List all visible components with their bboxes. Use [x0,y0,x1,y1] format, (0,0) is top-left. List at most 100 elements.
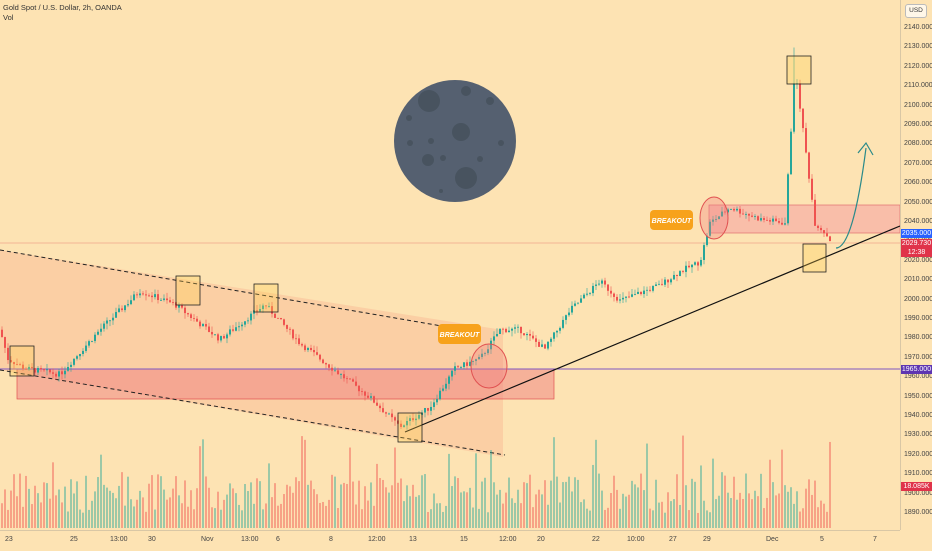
currency-button[interactable]: USD [905,4,927,18]
volume-bar [235,493,237,528]
candle-body [487,349,489,354]
volume-bar [559,502,561,528]
candle-body [472,360,474,362]
candle-body [481,353,483,357]
price-tick: 1930.000 [904,431,932,439]
candle-body [754,216,756,217]
candle-body [196,318,198,322]
volume-bar [286,484,288,528]
volume-bar [679,504,681,528]
volume-bar [508,477,510,528]
candle-body [766,219,768,221]
price-chart[interactable]: BREAKOUT BREAKOUT [0,0,901,530]
volume-bar [505,492,507,528]
candle-body [94,334,96,342]
volume-bar [361,509,363,528]
volume-bar [220,509,222,528]
volume-bar [796,491,798,528]
candle-body [634,293,636,295]
time-tick: 6 [276,536,280,543]
breakout-circle [699,196,729,240]
volume-bar [82,512,84,528]
candle-body [661,283,663,285]
candle-body [346,378,348,380]
candle-body [739,208,741,214]
candle-body [85,345,87,351]
volume-bar [367,500,369,528]
candle-body [502,328,504,330]
chart-area[interactable]: BREAKOUT BREAKOUT Gold Spot / U [0,0,901,530]
volume-bar [223,499,225,528]
volume-bar [112,492,114,528]
candle-body [463,362,465,368]
volume-bar [424,474,426,528]
volume-bar [682,435,684,528]
candle-body [193,318,195,319]
price-tick: 2140.000 [904,24,932,31]
candle-body [466,362,468,366]
volume-bar [346,483,348,528]
volume-bar [295,477,297,528]
candle-body [601,280,603,284]
volume-bar [85,475,87,528]
candle-body [46,369,48,371]
volume-bar [724,475,726,528]
volume-bar [784,485,786,528]
candle-body [274,313,276,318]
candle-body [526,333,528,336]
volume-bar [379,478,381,528]
candle-body [598,283,600,285]
candle-body [559,327,561,331]
volume-bar [214,508,216,528]
volume-bar [415,496,417,528]
candle-body [433,402,435,407]
candle-body [721,211,723,217]
candle-body [28,366,30,370]
candle-body [316,352,318,355]
volume-bar [127,476,129,528]
candle-body [742,213,744,215]
price-tick: 1910.000 [904,470,932,478]
volume-bar [22,506,24,528]
candle-body [232,329,234,331]
volume-bar [352,481,354,528]
volume-bar [748,493,750,528]
time-tick: 29 [703,536,711,543]
candle-body [301,344,303,346]
candle-body [292,329,294,339]
volume-bar [511,498,513,528]
candle-body [250,313,252,321]
volume-bar [58,489,60,528]
breakout-circle [470,343,508,389]
volume-bar [709,512,711,528]
volume-bar [445,505,447,528]
volume-bar [802,508,804,528]
candle-body [769,220,771,222]
candle-body [190,314,192,319]
volume-bar [514,502,516,528]
price-tick: 2080.000 [904,140,932,148]
candle-body [307,347,309,351]
candle-body [775,218,777,222]
candle-body [424,408,426,413]
candle-body [403,425,405,427]
breakout-label: BREAKOUT [438,324,481,344]
volume-bar [772,482,774,528]
volume-bar [664,512,666,528]
candle-body [802,108,804,129]
candle-body [226,334,228,339]
candle-body [760,218,762,221]
candle-body [781,222,783,225]
volume-bar [634,484,636,528]
price-axis[interactable]: 2140.000 2130.000 2120.000 2110.000 2100.000… [900,0,932,530]
volume-bar [778,493,780,528]
candle-body [88,341,90,346]
time-axis[interactable]: 23 25 13:00 30 Nov 13:00 6 8 12:00 13 15 12:00 20 22 1… [0,530,900,551]
time-tick: 8 [329,536,333,543]
volume-bar [526,483,528,528]
volume-bar [412,484,414,528]
channel-upper-line [0,249,466,331]
volume-bar [676,474,678,528]
volume-bar [817,507,819,528]
candle-body [298,338,300,345]
